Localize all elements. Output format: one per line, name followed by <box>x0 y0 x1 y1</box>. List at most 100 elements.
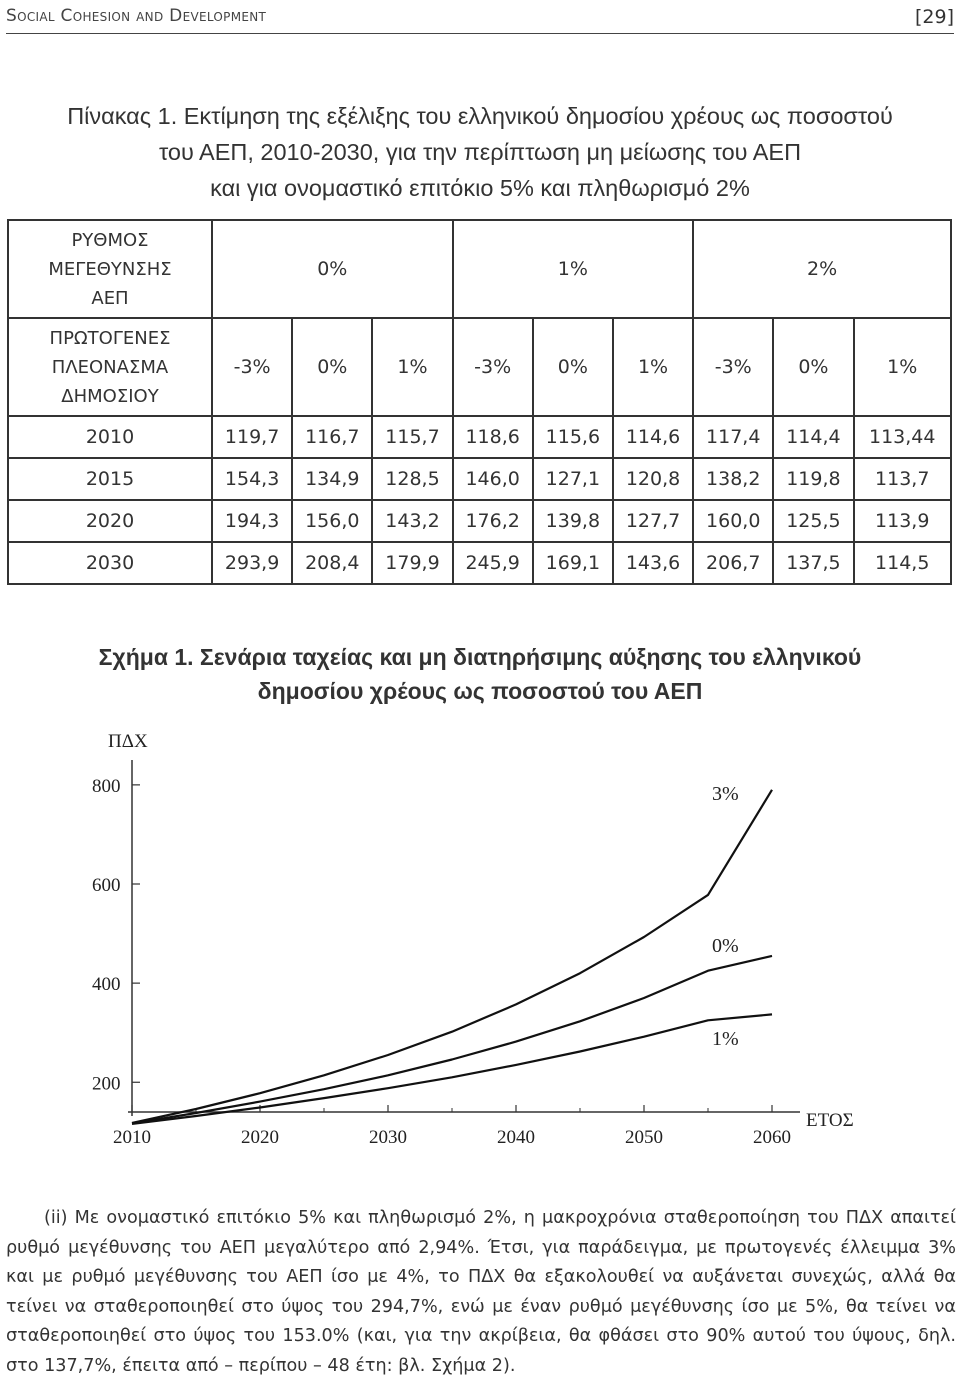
value-cell: 194,3 <box>210 499 294 543</box>
header-line: ΔΗΜΟΣΙΟΥ <box>61 385 159 407</box>
surplus-cell: -3% <box>692 317 775 417</box>
value-cell: 115,6 <box>531 415 614 459</box>
value-cell: 119,8 <box>772 457 855 501</box>
value-cell: 143,2 <box>371 499 454 543</box>
value-cell: 114,5 <box>852 541 952 585</box>
primary-surplus-header: ΠΡΩΤΟΓΕΝΕΣ ΠΛΕΟΝΑΣΜΑ ΔΗΜΟΣΙΟΥ <box>7 317 213 417</box>
table-title: Πίνακας 1. Εκτίμηση της εξέλιξης του ελλ… <box>0 98 960 206</box>
series-label: 3% <box>712 783 739 805</box>
table-title-line: του ΑΕΠ, 2010-2030, για την περίπτωση μη… <box>158 139 802 165</box>
value-cell: 206,7 <box>692 541 775 585</box>
year-cell: 2015 <box>7 457 213 501</box>
value-cell: 208,4 <box>291 541 374 585</box>
surplus-cell: 1% <box>371 317 454 417</box>
table-row: 2030 293,9 208,4 179,9 245,9 169,1 143,6… <box>7 541 952 585</box>
y-tick-label: 600 <box>92 875 121 896</box>
running-title: Social Cohesion and Development <box>6 6 267 26</box>
table-row: 2020 194,3 156,0 143,2 176,2 139,8 127,7… <box>7 499 952 543</box>
value-cell: 113,44 <box>852 415 952 459</box>
value-cell: 156,0 <box>291 499 374 543</box>
body-paragraph: (ii) Με ονομαστικό επιτόκιο 5% και πληθω… <box>6 1204 956 1381</box>
value-cell: 154,3 <box>210 457 294 501</box>
growth-rate-cell: 0% <box>211 219 454 319</box>
value-cell: 127,7 <box>611 499 695 543</box>
header-line: ΜΕΓΕΘΥΝΣΗΣ <box>48 258 172 280</box>
x-tick-label: 2040 <box>497 1127 535 1148</box>
value-cell: 137,5 <box>772 541 855 585</box>
value-cell: 160,0 <box>692 499 775 543</box>
year-cell: 2010 <box>7 415 213 459</box>
table-title-line: και για ονομαστικό επιτόκιο 5% και πληθω… <box>210 175 750 201</box>
surplus-cell: 1% <box>852 317 952 417</box>
header-line: ΠΡΩΤΟΓΕΝΕΣ <box>49 327 171 349</box>
table-row: 2015 154,3 134,9 128,5 146,0 127,1 120,8… <box>7 457 952 501</box>
page-number: [29] <box>914 6 954 28</box>
growth-rate-cell: 2% <box>692 219 952 319</box>
growth-rate-cell: 1% <box>451 219 695 319</box>
series-line <box>131 789 773 1124</box>
x-tick-label: 2030 <box>369 1127 407 1148</box>
value-cell: 116,7 <box>291 415 374 459</box>
surplus-cell: 1% <box>611 317 695 417</box>
surplus-cell: 0% <box>772 317 855 417</box>
chart-series <box>131 789 773 1125</box>
series-line <box>131 1013 773 1125</box>
figure-title: Σχήμα 1. Σενάρια ταχείας και μη διατηρήσ… <box>0 640 960 708</box>
value-cell: 118,6 <box>451 415 534 459</box>
value-cell: 125,5 <box>772 499 855 543</box>
series-line <box>131 954 773 1125</box>
y-axis-title: ΠΔΧ <box>108 731 148 752</box>
value-cell: 245,9 <box>451 541 534 585</box>
x-tick-label: 2050 <box>625 1127 663 1148</box>
surplus-cell: -3% <box>451 317 534 417</box>
figure-title-line: Σχήμα 1. Σενάρια ταχείας και μη διατηρήσ… <box>98 644 862 670</box>
value-cell: 114,4 <box>772 415 855 459</box>
value-cell: 179,9 <box>371 541 454 585</box>
table-row: 2010 119,7 116,7 115,7 118,6 115,6 114,6… <box>7 415 952 459</box>
debt-table: ΡΥΘΜΟΣ ΜΕΓΕΘΥΝΣΗΣ ΑΕΠ 0% 1% 2% ΠΡΩΤΟΓΕΝΕ… <box>7 219 952 585</box>
value-cell: 139,8 <box>531 499 614 543</box>
value-cell: 169,1 <box>531 541 614 585</box>
surplus-cell: 0% <box>291 317 374 417</box>
year-cell: 2030 <box>7 541 213 585</box>
value-cell: 114,6 <box>611 415 695 459</box>
value-cell: 115,7 <box>371 415 454 459</box>
value-cell: 138,2 <box>692 457 775 501</box>
x-tick-label: 2060 <box>753 1127 791 1148</box>
table-title-line: Πίνακας 1. Εκτίμηση της εξέλιξης του ελλ… <box>67 103 893 129</box>
value-cell: 143,6 <box>611 541 695 585</box>
value-cell: 113,9 <box>852 499 952 543</box>
header-line: ΑΕΠ <box>91 287 129 309</box>
value-cell: 117,4 <box>692 415 775 459</box>
body-text: (ii) Με ονομαστικό επιτόκιο 5% και πληθω… <box>6 1208 956 1376</box>
series-label: 0% <box>712 935 739 957</box>
surplus-cell: 0% <box>531 317 614 417</box>
debt-chart: 200 400 600 800 2010 2020 2030 2040 2050 2060 ΠΔΧ Ε… <box>92 731 854 1148</box>
growth-rate-header: ΡΥΘΜΟΣ ΜΕΓΕΘΥΝΣΗΣ ΑΕΠ <box>7 219 213 319</box>
x-tick-label: 2010 <box>113 1127 151 1148</box>
figure-title-line: δημοσίου χρέους ως ποσοστού του ΑΕΠ <box>257 678 703 704</box>
value-cell: 119,7 <box>210 415 294 459</box>
y-tick-label: 200 <box>92 1073 121 1094</box>
value-cell: 293,9 <box>210 541 294 585</box>
header-line: ΡΥΘΜΟΣ <box>71 229 149 251</box>
chart-axes <box>128 760 800 1116</box>
series-label: 1% <box>712 1028 739 1050</box>
y-tick-label: 400 <box>92 974 121 995</box>
header-line: ΠΛΕΟΝΑΣΜΑ <box>51 356 169 378</box>
value-cell: 176,2 <box>451 499 534 543</box>
value-cell: 127,1 <box>531 457 614 501</box>
surplus-cell: -3% <box>210 317 294 417</box>
chart-labels: 200 400 600 800 2010 2020 2030 2040 2050 2060 ΠΔΧ Ε… <box>92 731 854 1148</box>
x-axis-title: ΕΤΟΣ <box>806 1110 854 1131</box>
value-cell: 113,7 <box>852 457 952 501</box>
y-tick-label: 800 <box>92 776 121 797</box>
growth-rate-row: ΡΥΘΜΟΣ ΜΕΓΕΘΥΝΣΗΣ ΑΕΠ 0% 1% 2% <box>7 219 952 319</box>
value-cell: 128,5 <box>371 457 454 501</box>
page-header: Social Cohesion and Development [29] <box>6 0 954 34</box>
value-cell: 146,0 <box>451 457 534 501</box>
year-cell: 2020 <box>7 499 213 543</box>
value-cell: 134,9 <box>291 457 374 501</box>
value-cell: 120,8 <box>611 457 695 501</box>
x-tick-label: 2020 <box>241 1127 279 1148</box>
